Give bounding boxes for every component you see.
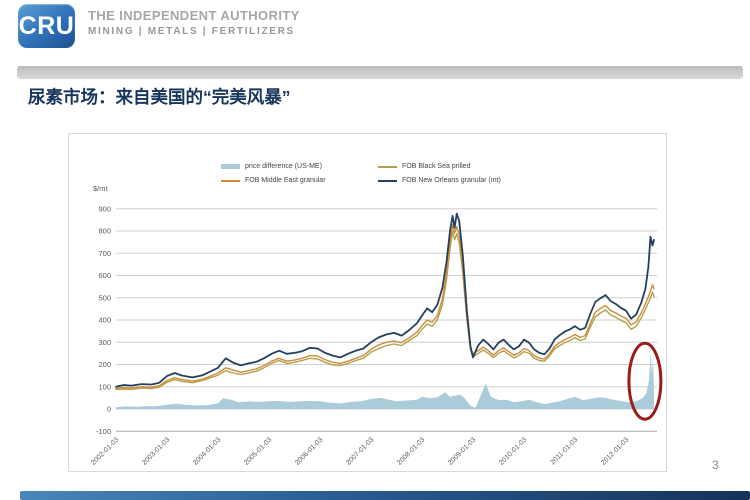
brand-subline: MINING | METALS | FERTILIZERS (88, 26, 295, 37)
series-area-price-difference (116, 353, 654, 409)
legend-item: FOB Middle East granular (221, 177, 378, 184)
svg-text:700: 700 (98, 249, 111, 258)
svg-text:0: 0 (107, 405, 111, 414)
legend-label: FOB Middle East granular (245, 177, 326, 184)
series-line (115, 212, 655, 388)
svg-text:600: 600 (98, 271, 111, 280)
series-line (115, 224, 655, 390)
page-number: 3 (712, 458, 719, 472)
legend-marker-icon (221, 164, 240, 169)
svg-text:2009-01-03: 2009-01-03 (447, 436, 477, 466)
header-divider-bar (17, 66, 743, 79)
legend-item: price difference (US-ME) (221, 163, 378, 170)
series-line (115, 230, 655, 391)
svg-text:2010-01-03: 2010-01-03 (498, 436, 528, 466)
svg-text:400: 400 (98, 316, 111, 325)
brand-text: THE INDEPENDENT AUTHORITY MINING | METAL… (88, 8, 300, 37)
legend-marker-icon (221, 179, 240, 182)
slide-title: 尿素市场：来自美国的“完美风暴” (28, 87, 291, 107)
chart-container: 900 800 700 600 500 400 300 200 100 0 -100 $/mt 2002… (68, 133, 667, 472)
svg-text:200: 200 (98, 360, 111, 369)
legend-item: FOB New Orleans granular (mt) (378, 177, 501, 184)
urea-price-chart: 900 800 700 600 500 400 300 200 100 0 -100 $/mt 2002… (90, 184, 663, 467)
svg-text:2011-01-03: 2011-01-03 (550, 436, 580, 466)
svg-text:500: 500 (98, 293, 111, 302)
svg-text:2006-01-03: 2006-01-03 (294, 436, 324, 466)
x-axis-labels: 2002-01-03 2003-01-03 2004-01-03 2005-01-03… (90, 436, 630, 466)
legend-marker-icon (378, 179, 397, 182)
cru-logo: CRU (18, 4, 75, 48)
svg-text:2005-01-03: 2005-01-03 (243, 436, 273, 466)
svg-text:2003-01-03: 2003-01-03 (141, 436, 171, 466)
legend-label: FOB Black Sea prilled (402, 163, 471, 170)
svg-text:2007-01-03: 2007-01-03 (345, 436, 375, 466)
highlight-ellipse (627, 341, 663, 421)
svg-text:2004-01-03: 2004-01-03 (192, 436, 222, 466)
legend-marker-icon (378, 165, 397, 168)
svg-text:900: 900 (98, 204, 111, 213)
legend-item: FOB Black Sea prilled (378, 163, 501, 170)
svg-text:-100: -100 (96, 427, 111, 436)
footer-bar (20, 491, 750, 500)
series-plots (115, 212, 655, 409)
y-axis-unit-label: $/mt (93, 184, 109, 193)
chart-legend: price difference (US-ME) FOB Black Sea pr… (221, 163, 501, 184)
brand-tagline: THE INDEPENDENT AUTHORITY (88, 8, 300, 23)
legend-label: FOB New Orleans granular (mt) (402, 177, 501, 184)
svg-text:300: 300 (98, 338, 111, 347)
cru-logo-text: CRU (18, 11, 75, 40)
y-axis-labels: 900 800 700 600 500 400 300 200 100 0 -100 $/mt (93, 184, 111, 436)
svg-text:800: 800 (98, 227, 111, 236)
legend-label: price difference (US-ME) (245, 163, 322, 170)
svg-text:100: 100 (98, 382, 111, 391)
svg-text:2008-01-03: 2008-01-03 (396, 436, 426, 466)
svg-text:2002-01-03: 2002-01-03 (90, 436, 120, 466)
svg-text:2012-01-03: 2012-01-03 (600, 436, 630, 466)
